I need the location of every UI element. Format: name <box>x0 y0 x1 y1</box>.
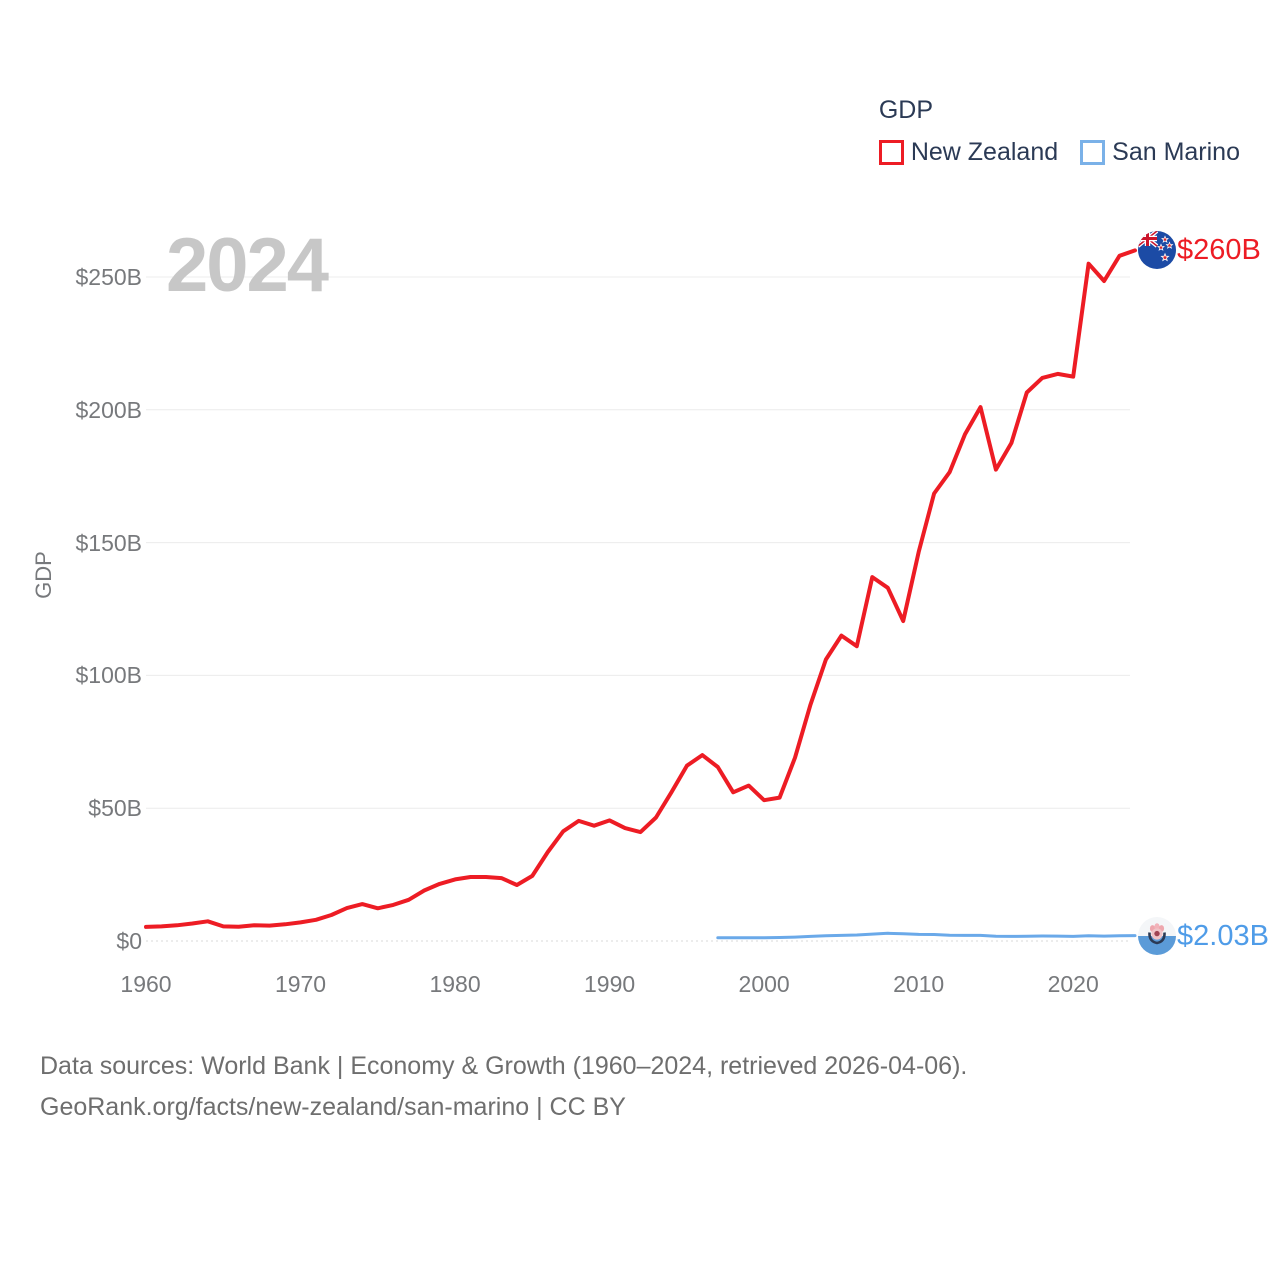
legend-items: New Zealand San Marino <box>878 138 1240 167</box>
legend-title: GDP <box>878 96 934 124</box>
y-axis-tick-label: $50B <box>88 795 142 822</box>
footer-sources-line: Data sources: World Bank | Economy & Gro… <box>40 1052 968 1080</box>
x-axis-tick-label: 1970 <box>274 971 327 997</box>
san-marino-series-swatch <box>1080 140 1106 165</box>
legend-item-san-marino[interactable]: San Marino <box>1080 138 1240 167</box>
x-axis-tick-label: 2010 <box>893 971 945 997</box>
year-watermark: 2024 <box>166 223 329 308</box>
footer-attribution-line: GeoRank.org/facts/new-zealand/san-marino… <box>40 1093 626 1122</box>
legend-label-san-marino: San Marino <box>1112 138 1240 166</box>
y-axis-tick-label: $200B <box>75 396 142 423</box>
y-axis-title: GDP <box>31 551 56 599</box>
legend-label-new-zealand: New Zealand <box>910 138 1059 166</box>
new-zealand-flag-icon <box>1138 231 1176 270</box>
data-sources-footer: Data sources: World Bank | Economy & Gro… <box>40 1046 967 1129</box>
y-axis-tick-label: $0 <box>116 928 142 954</box>
new-zealand-end-value-label: $260B <box>1177 234 1261 267</box>
legend-item-new-zealand[interactable]: New Zealand <box>878 138 1059 167</box>
san-marino-end-value-label: $2.03B <box>1177 919 1269 952</box>
y-axis-tick-label: $150B <box>75 529 142 556</box>
x-axis-tick-label: 1990 <box>584 971 636 997</box>
series-line-san-marino <box>716 931 1137 940</box>
chart-legend: GDP New Zealand San Marino <box>878 96 1240 167</box>
san-marino-flag-icon <box>1138 916 1176 955</box>
y-axis-tick-label: $100B <box>75 662 142 689</box>
x-axis-tick-label: 1960 <box>120 971 172 997</box>
series-line-new-zealand <box>144 248 1137 929</box>
x-axis-tick-label: 2020 <box>1047 971 1099 997</box>
y-axis-tick-label: $250B <box>75 264 142 290</box>
new-zealand-series-swatch <box>878 140 904 165</box>
x-axis-tick-label: 1980 <box>429 971 481 997</box>
x-axis-tick-label: 2000 <box>738 971 790 997</box>
